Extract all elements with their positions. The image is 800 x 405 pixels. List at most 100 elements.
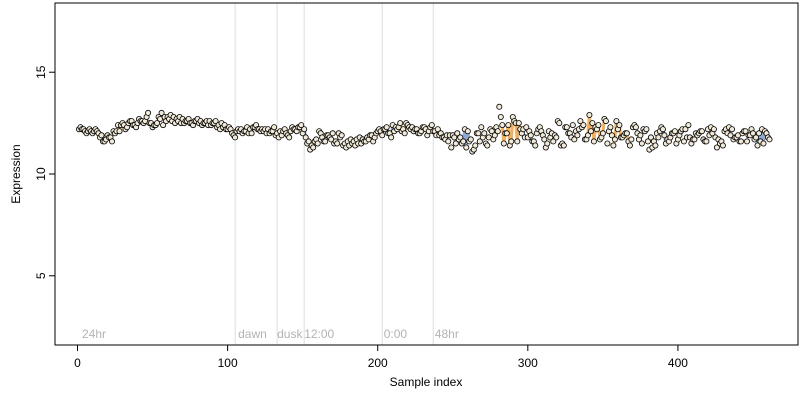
data-point — [401, 130, 408, 137]
data-point — [729, 126, 736, 133]
data-point — [544, 140, 551, 147]
data-point — [652, 142, 659, 149]
data-point — [647, 134, 654, 141]
data-point — [248, 130, 255, 137]
data-point — [338, 132, 345, 139]
data-point — [491, 132, 498, 139]
data-point — [571, 136, 578, 143]
data-point — [505, 122, 512, 129]
x-tick-label: 300 — [518, 356, 538, 370]
data-point — [494, 128, 501, 135]
data-point — [379, 132, 386, 139]
y-axis-title: Expression — [9, 144, 23, 203]
data-point — [476, 138, 483, 145]
data-point — [310, 144, 317, 151]
data-point — [587, 128, 594, 135]
data-point — [613, 118, 620, 125]
data-point — [388, 134, 395, 141]
x-axis-title: Sample index — [390, 375, 463, 389]
data-point — [760, 140, 767, 147]
data-point — [515, 120, 522, 127]
data-point — [766, 136, 773, 143]
data-point — [671, 128, 678, 135]
data-point — [464, 128, 471, 135]
data-points — [76, 103, 773, 155]
x-tick-label: 0 — [74, 356, 81, 370]
data-point — [98, 132, 105, 139]
data-point — [754, 142, 761, 149]
data-point — [659, 126, 666, 133]
data-point — [580, 122, 587, 129]
data-point — [550, 138, 557, 145]
data-point — [322, 138, 329, 145]
data-point — [682, 126, 689, 133]
data-point — [626, 142, 633, 149]
annotation-label: 48hr — [435, 327, 459, 341]
y-tick-label: 15 — [34, 65, 48, 79]
data-point — [301, 126, 308, 133]
x-axis: 0 100 200 300 400 — [74, 344, 688, 370]
data-point — [500, 140, 507, 147]
data-point — [514, 138, 521, 145]
data-point — [160, 122, 167, 129]
data-point — [109, 138, 116, 145]
data-point — [334, 140, 341, 147]
data-point — [742, 128, 749, 135]
data-point — [644, 138, 651, 145]
data-point — [383, 124, 390, 131]
data-point — [434, 126, 441, 133]
data-point — [232, 134, 239, 141]
x-tick-label: 400 — [668, 356, 688, 370]
data-point — [298, 122, 305, 129]
data-point — [586, 112, 593, 119]
data-point — [329, 130, 336, 137]
data-point — [503, 130, 510, 137]
annotation-label: dawn — [238, 327, 267, 341]
data-point — [116, 128, 123, 135]
data-point — [286, 134, 293, 141]
data-point — [607, 124, 614, 131]
data-point — [753, 134, 760, 141]
data-point — [623, 130, 630, 137]
data-point — [604, 140, 611, 147]
annotation-label: 0:00 — [384, 327, 408, 341]
time-annotations: 24hr dawn dusk 12:00 0:00 48hr — [82, 327, 459, 341]
data-point — [428, 122, 435, 129]
data-point — [158, 109, 165, 116]
data-point — [628, 136, 635, 143]
data-point — [661, 132, 668, 139]
data-point — [445, 138, 452, 145]
data-point — [756, 130, 763, 137]
data-point — [577, 118, 584, 125]
data-point — [738, 138, 745, 145]
y-tick-label: 5 — [34, 272, 48, 279]
data-point — [560, 142, 567, 149]
data-point — [508, 138, 515, 145]
data-point — [637, 132, 644, 139]
y-axis: 5 10 15 — [34, 65, 56, 279]
x-tick-label: 200 — [368, 356, 388, 370]
data-point — [467, 136, 474, 143]
data-point — [484, 142, 491, 149]
data-point — [569, 122, 576, 129]
data-point — [454, 130, 461, 137]
data-point — [685, 122, 692, 129]
annotation-label: dusk — [277, 327, 303, 341]
data-point — [698, 128, 705, 135]
data-point — [397, 120, 404, 127]
data-point — [472, 142, 479, 149]
data-point — [463, 144, 470, 151]
data-point — [638, 140, 645, 147]
data-point — [532, 142, 539, 149]
y-tick-label: 10 — [34, 167, 48, 181]
annotation-label: 24hr — [82, 327, 106, 341]
data-point — [271, 124, 278, 131]
data-point — [496, 103, 503, 110]
data-point — [305, 138, 312, 145]
data-point — [610, 142, 617, 149]
data-point — [556, 120, 563, 127]
data-point — [691, 136, 698, 143]
data-point — [589, 120, 596, 127]
